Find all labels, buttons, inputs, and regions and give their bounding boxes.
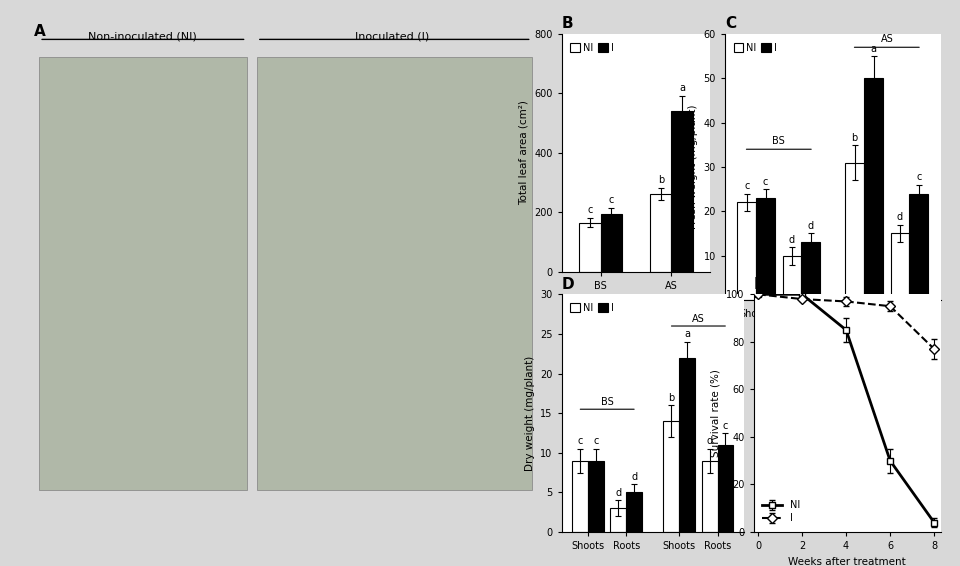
Bar [891, 234, 909, 300]
Text: c: c [916, 173, 922, 182]
Bar [572, 461, 588, 532]
Bar [717, 445, 733, 532]
Text: c: c [609, 195, 613, 205]
Text: A: A [34, 24, 46, 40]
Text: c: c [744, 181, 750, 191]
Text: B: B [562, 16, 573, 31]
Bar [611, 508, 626, 532]
FancyBboxPatch shape [257, 57, 532, 490]
Text: b: b [852, 132, 858, 143]
Bar [601, 214, 622, 272]
Bar [626, 492, 642, 532]
Bar [864, 78, 883, 300]
Text: AS: AS [880, 34, 893, 44]
Legend: NI, I: NI, I [730, 39, 780, 57]
Y-axis label: Total leaf area (cm²): Total leaf area (cm²) [518, 100, 529, 205]
Text: a: a [684, 329, 690, 340]
Bar [737, 203, 756, 300]
Text: C: C [725, 16, 736, 31]
Text: d: d [789, 234, 795, 245]
Bar [663, 421, 680, 532]
Text: b: b [668, 393, 675, 403]
Text: Non-inoculated (NI): Non-inoculated (NI) [88, 32, 197, 42]
Y-axis label: Dry weight (mg/plant): Dry weight (mg/plant) [524, 355, 535, 471]
FancyBboxPatch shape [39, 57, 247, 490]
Bar [588, 461, 604, 532]
Text: Inoculated (I): Inoculated (I) [354, 32, 429, 42]
X-axis label: Weeks after treatment: Weeks after treatment [788, 556, 906, 566]
Text: a: a [871, 44, 876, 54]
Text: AS: AS [692, 314, 705, 324]
Text: d: d [707, 436, 712, 447]
Y-axis label: Fresh weight (mg/plant): Fresh weight (mg/plant) [688, 105, 698, 229]
Bar [680, 358, 695, 532]
Bar [846, 162, 864, 300]
Bar [909, 194, 928, 300]
Text: d: d [632, 472, 637, 482]
Bar [756, 198, 775, 300]
Text: c: c [763, 177, 768, 187]
Text: c: c [593, 436, 599, 447]
Text: c: c [723, 421, 728, 431]
Legend: NI, I: NI, I [566, 299, 617, 317]
Text: E: E [754, 277, 764, 291]
Text: d: d [807, 221, 814, 231]
Bar [650, 195, 671, 272]
Bar [782, 256, 802, 300]
Text: d: d [615, 488, 621, 498]
Text: b: b [658, 175, 664, 185]
Bar [702, 461, 717, 532]
Text: c: c [578, 436, 583, 447]
Bar [671, 112, 693, 272]
Bar [579, 222, 601, 272]
Legend: NI, I: NI, I [566, 39, 617, 57]
Text: BS: BS [601, 397, 613, 407]
Text: a: a [679, 83, 685, 93]
Text: d: d [897, 212, 903, 222]
Bar [802, 242, 820, 300]
Text: c: c [588, 205, 592, 215]
Text: D: D [562, 277, 574, 291]
Text: BS: BS [773, 136, 785, 145]
Legend: NI, I: NI, I [758, 496, 804, 527]
Y-axis label: Survival rate (%): Survival rate (%) [710, 369, 721, 457]
